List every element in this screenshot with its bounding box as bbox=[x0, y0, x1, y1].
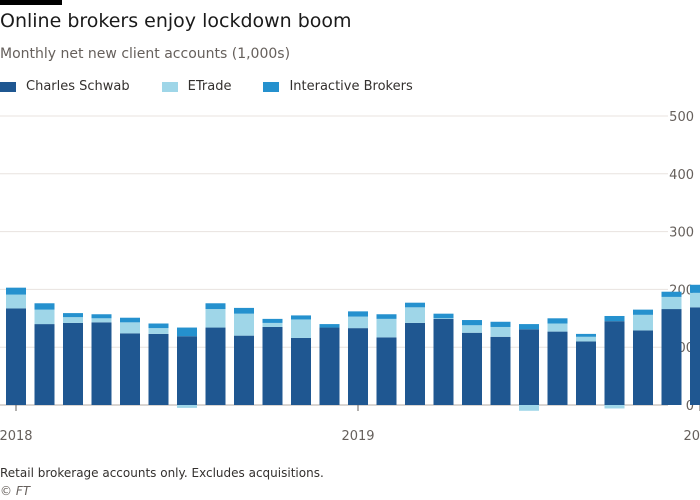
bar-charles-schwab-2018-05 bbox=[120, 333, 140, 405]
legend-label-etrade: ETrade bbox=[187, 79, 232, 94]
bar-etrade-2018-04 bbox=[91, 318, 112, 323]
bar-etrade-2019-07 bbox=[519, 405, 539, 411]
legend-item-schwab: Charles Schwab bbox=[0, 79, 130, 94]
bar-interactive-brokers-2018-03 bbox=[63, 313, 83, 318]
y-tick-label-500: 500 bbox=[669, 110, 694, 125]
bar-interactive-brokers-2018-10 bbox=[262, 318, 283, 323]
chart-subtitle: Monthly net new client accounts (1,000s) bbox=[0, 46, 291, 62]
bar-interactive-brokers-2019-10 bbox=[604, 315, 625, 322]
bar-interactive-brokers-2018-08 bbox=[205, 303, 226, 310]
bar-etrade-2018-11 bbox=[291, 319, 311, 338]
y-tick-label-0: 0 bbox=[686, 399, 694, 414]
legend-swatch-interactive-brokers bbox=[263, 81, 280, 92]
bar-etrade-2019-08 bbox=[547, 323, 568, 332]
bar-charles-schwab-2019-04 bbox=[433, 318, 454, 405]
bar-interactive-brokers-2018-01 bbox=[6, 287, 26, 295]
legend-item-interactive-brokers: Interactive Brokers bbox=[263, 79, 413, 94]
bar-charles-schwab-2018-08 bbox=[205, 327, 226, 405]
header-accent-bar bbox=[0, 0, 62, 5]
bar-interactive-brokers-2019-12 bbox=[661, 291, 682, 297]
bar-charles-schwab-2018-02 bbox=[34, 324, 55, 405]
x-tick-label-2018: 2018 bbox=[0, 429, 33, 444]
bar-charles-schwab-2018-01 bbox=[6, 308, 26, 405]
chart-title: Online brokers enjoy lockdown boom bbox=[0, 10, 352, 32]
source-note: Retail brokerage accounts only. Excludes… bbox=[0, 466, 324, 480]
legend-label-schwab: Charles Schwab bbox=[26, 79, 130, 94]
bar-interactive-brokers-2019-03 bbox=[405, 302, 425, 308]
x-tick-label-2020: 2020 bbox=[683, 429, 700, 444]
x-tick-label-2019: 2019 bbox=[341, 429, 374, 444]
bar-etrade-2018-01 bbox=[6, 294, 26, 309]
bar-interactive-brokers-2019-08 bbox=[547, 318, 568, 324]
bar-charles-schwab-2019-11 bbox=[633, 330, 653, 405]
y-tick-label-300: 300 bbox=[669, 226, 694, 241]
bar-interactive-brokers-2018-05 bbox=[120, 317, 140, 323]
bar-interactive-brokers-2018-11 bbox=[291, 315, 311, 320]
bar-charles-schwab-2019-08 bbox=[547, 331, 568, 405]
bar-etrade-2019-04 bbox=[433, 318, 454, 319]
bar-charles-schwab-2019-03 bbox=[405, 322, 425, 405]
bar-charles-schwab-2019-06 bbox=[490, 336, 511, 405]
bar-interactive-brokers-2019-04 bbox=[433, 313, 454, 319]
legend-swatch-etrade bbox=[161, 81, 178, 92]
bar-charles-schwab-2018-09 bbox=[234, 335, 254, 405]
bar-charles-schwab-2019-12 bbox=[661, 309, 682, 405]
bar-etrade-2019-12 bbox=[661, 296, 682, 310]
stacked-bar-chart: 0100200300400500201820192020 bbox=[0, 110, 700, 444]
bar-interactive-brokers-2019-11 bbox=[633, 309, 653, 315]
legend-item-etrade: ETrade bbox=[161, 79, 232, 94]
bar-interactive-brokers-2019-02 bbox=[376, 314, 397, 319]
bar-charles-schwab-2019-01 bbox=[348, 328, 368, 405]
bar-interactive-brokers-2019-01 bbox=[348, 311, 368, 317]
bar-etrade-2018-05 bbox=[120, 322, 140, 334]
bar-charles-schwab-2018-07 bbox=[177, 336, 197, 405]
bar-charles-schwab-2019-10 bbox=[604, 321, 625, 405]
bar-interactive-brokers-2019-05 bbox=[462, 320, 482, 326]
bar-interactive-brokers-2018-06 bbox=[148, 323, 169, 329]
bar-etrade-2019-09 bbox=[576, 336, 596, 342]
bar-etrade-2019-10 bbox=[604, 405, 625, 409]
bar-etrade-2018-02 bbox=[34, 309, 55, 325]
bar-etrade-2018-08 bbox=[205, 309, 226, 328]
legend-swatch-schwab bbox=[0, 81, 16, 92]
bar-etrade-2020-01 bbox=[690, 292, 700, 308]
legend-label-interactive-brokers: Interactive Brokers bbox=[289, 79, 413, 94]
bar-etrade-2018-09 bbox=[234, 313, 254, 336]
bar-etrade-2019-02 bbox=[376, 318, 397, 338]
bar-charles-schwab-2019-09 bbox=[576, 341, 596, 405]
bar-charles-schwab-2018-12 bbox=[319, 327, 340, 405]
bar-interactive-brokers-2018-09 bbox=[234, 307, 254, 314]
bar-interactive-brokers-2018-04 bbox=[91, 314, 112, 319]
bar-etrade-2019-05 bbox=[462, 325, 482, 333]
bar-charles-schwab-2018-04 bbox=[91, 322, 112, 405]
bar-interactive-brokers-2020-01 bbox=[690, 284, 700, 293]
bar-etrade-2019-01 bbox=[348, 316, 368, 329]
bar-interactive-brokers-2019-09 bbox=[576, 333, 596, 337]
bar-etrade-2019-06 bbox=[490, 326, 511, 337]
bar-interactive-brokers-2019-06 bbox=[490, 321, 511, 327]
bar-etrade-2019-11 bbox=[633, 314, 653, 331]
bar-interactive-brokers-2018-02 bbox=[34, 303, 55, 310]
bar-charles-schwab-2018-03 bbox=[63, 322, 83, 405]
bar-charles-schwab-2018-11 bbox=[291, 337, 311, 405]
bar-etrade-2018-10 bbox=[262, 322, 283, 327]
bar-charles-schwab-2020-01 bbox=[690, 307, 700, 405]
ft-credit: © FT bbox=[0, 484, 31, 498]
bar-charles-schwab-2019-05 bbox=[462, 332, 482, 405]
bar-interactive-brokers-2019-07 bbox=[519, 324, 539, 330]
bar-charles-schwab-2018-06 bbox=[148, 333, 169, 405]
bar-charles-schwab-2019-02 bbox=[376, 337, 397, 405]
y-tick-label-400: 400 bbox=[669, 168, 694, 183]
bar-etrade-2019-03 bbox=[405, 307, 425, 323]
bar-charles-schwab-2019-07 bbox=[519, 329, 539, 405]
bar-charles-schwab-2018-10 bbox=[262, 326, 283, 405]
chart-legend: Charles Schwab ETrade Interactive Broker… bbox=[0, 79, 445, 94]
bar-interactive-brokers-2018-07 bbox=[177, 327, 197, 337]
bar-etrade-2018-06 bbox=[148, 328, 169, 334]
bar-etrade-2018-07 bbox=[177, 405, 197, 408]
bar-interactive-brokers-2018-12 bbox=[319, 324, 340, 328]
bar-etrade-2018-03 bbox=[63, 317, 83, 323]
